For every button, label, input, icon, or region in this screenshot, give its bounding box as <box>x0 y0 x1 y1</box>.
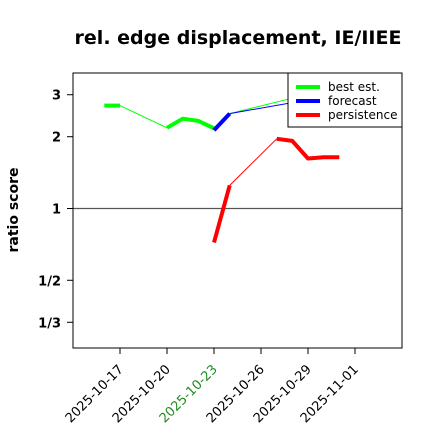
chart-title: rel. edge displacement, IE/IIEE <box>75 27 402 49</box>
series-best-est- <box>104 97 293 131</box>
y-tick-label: 3 <box>52 89 61 104</box>
series-persistence <box>212 136 340 244</box>
legend-label: forecast <box>328 94 377 108</box>
series-line-thick <box>212 112 232 132</box>
y-tick-label: 2 <box>52 131 61 146</box>
plot-frame <box>72 72 403 349</box>
x-ticks: 2025-10-172025-10-202025-10-232025-10-26… <box>63 348 362 426</box>
series-line-thin <box>229 97 293 115</box>
series-line-thick <box>212 184 232 244</box>
y-axis-label: ratio score <box>6 168 22 253</box>
series-line-thin <box>229 102 293 115</box>
series-line-thick <box>165 116 215 131</box>
y-tick-label: 1/2 <box>38 274 61 289</box>
y-tick-label: 1 <box>52 202 61 217</box>
y-ticks: 3 2 1 1/2 1/3 <box>38 89 73 331</box>
y-tick-label: 1/3 <box>38 316 61 331</box>
series-line-thin <box>229 138 278 186</box>
legend-label: best est. <box>328 80 380 94</box>
series-line-thick <box>276 136 340 161</box>
legend-label: persistence <box>328 108 397 122</box>
series-line-thin <box>119 105 168 129</box>
